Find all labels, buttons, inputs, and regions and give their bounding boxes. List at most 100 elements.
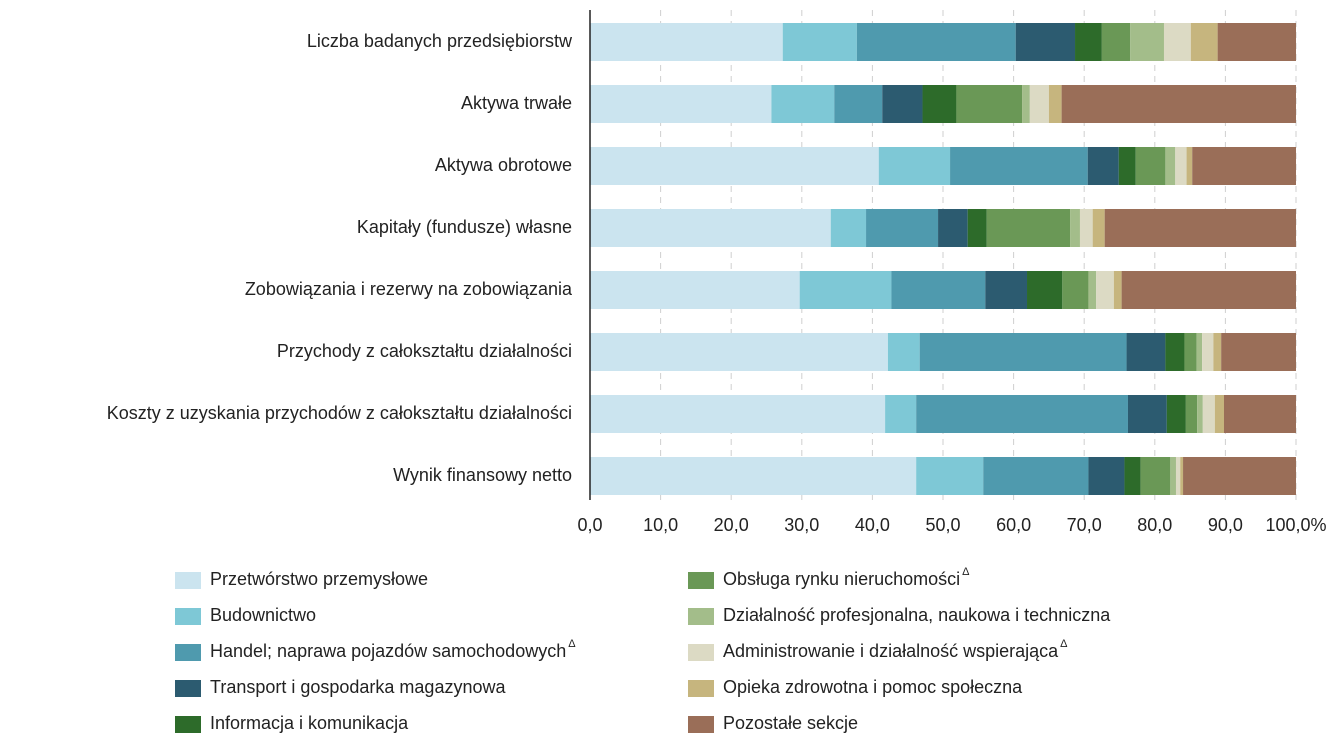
bar-segment [799,271,892,309]
bar-segment [1130,23,1164,61]
bar-segment [1113,271,1122,309]
bar-segment [1104,209,1296,247]
bar-segment [1202,333,1214,371]
bar-segment [916,457,984,495]
legend-label: Pozostałe sekcje [723,713,858,733]
bar-segment [1070,209,1080,247]
legend-sup: Δ [962,566,970,578]
bar-segment [1170,457,1176,495]
x-tick-label: 30,0 [784,515,819,535]
bar-segment [1075,23,1102,61]
y-tick-label: Przychody z całokształtu działalności [277,341,572,361]
bar-segment [1213,333,1222,371]
legend-label: Handel; naprawa pojazdów samochodowych Δ [210,638,576,661]
legend-label: Działalność profesjonalna, naukowa i tec… [723,605,1111,625]
bar-segment [916,395,1128,433]
bar-segment [1165,147,1176,185]
bar-segment [922,85,957,123]
bar-segment [919,333,1127,371]
bar-segment [834,85,883,123]
legend-swatch [175,680,201,697]
bar-segment [983,457,1089,495]
bar-segment [771,85,835,123]
bar-segment [590,85,772,123]
legend-label: Przetwórstwo przemysłowe [210,569,428,589]
bar-segment [1184,333,1197,371]
bar-segment [866,209,939,247]
legend-swatch [688,572,714,589]
bar-segment [1175,147,1187,185]
y-tick-label: Koszty z uzyskania przychodów z całokszt… [107,403,572,423]
bar-segment [1124,457,1141,495]
bar-segment [986,209,1071,247]
x-tick-label: 70,0 [1067,515,1102,535]
bar-segment [956,85,1023,123]
bar-segment [1022,85,1030,123]
bar-segment [950,147,1088,185]
legend-name: Transport i gospodarka magazynowa [210,677,506,697]
bar-segment [1087,147,1119,185]
bar-segment [590,333,888,371]
bar-segment [1197,395,1203,433]
bar-segment [1183,457,1296,495]
bar-segment [878,147,951,185]
legend-sup: Δ [568,638,576,650]
bar-segment [1202,395,1215,433]
legend-swatch [688,644,714,661]
legend-label: Budownictwo [210,605,316,625]
y-tick-label: Kapitały (fundusze) własne [357,217,572,237]
bar-segment [1223,395,1296,433]
legend-name: Obsługa rynku nieruchomości [723,569,960,589]
x-tick-label: 40,0 [855,515,890,535]
bar-segment [1166,395,1186,433]
legend-swatch [175,608,201,625]
bar-segment [1048,85,1062,123]
bar-segment [938,209,968,247]
x-tick-label: 10,0 [643,515,678,535]
bar-segment [1079,209,1093,247]
legend-swatch [175,572,201,589]
bar-segment [1190,23,1218,61]
legend-name: Przetwórstwo przemysłowe [210,569,428,589]
bar-segment [1135,147,1166,185]
legend-label: Transport i gospodarka magazynowa [210,677,506,697]
legend-name: Pozostałe sekcje [723,713,858,733]
legend-swatch [175,644,201,661]
x-tick-label: 0,0 [577,515,602,535]
x-tick-label: 20,0 [714,515,749,535]
legend-swatch [688,716,714,733]
legend-label: Obsługa rynku nieruchomości Δ [723,566,970,589]
legend-name: Administrowanie i działalność wspierając… [723,641,1059,661]
legend-name: Budownictwo [210,605,316,625]
bar-segment [856,23,1016,61]
bar-segment [885,395,917,433]
bar-segment [590,147,879,185]
bar-segment [882,85,923,123]
bar-segment [590,23,783,61]
y-tick-label: Zobowiązania i rezerwy na zobowiązania [245,279,573,299]
bar-segment [590,395,886,433]
legend-name: Informacja i komunikacja [210,713,409,733]
bar-segment [1186,147,1193,185]
bar-segment [1027,271,1063,309]
bar-segment [985,271,1028,309]
bar-segment [1163,23,1191,61]
x-tick-label: 90,0 [1208,515,1243,535]
bar-segment [1092,209,1105,247]
bar-segment [1126,333,1166,371]
bar-segment [1096,271,1114,309]
x-tick-label: 100,0% [1265,515,1326,535]
bar-segment [1127,395,1167,433]
bar-segment [1221,333,1296,371]
bar-segment [1140,457,1171,495]
y-tick-label: Wynik finansowy netto [393,465,572,485]
bar-segment [1118,147,1136,185]
x-tick-label: 60,0 [996,515,1031,535]
bar-segment [1029,85,1049,123]
bar-segment [1192,147,1296,185]
legend-label: Informacja i komunikacja [210,713,409,733]
legend-label: Administrowanie i działalność wspierając… [723,638,1068,661]
bar-segment [830,209,867,247]
bar-segment [887,333,920,371]
